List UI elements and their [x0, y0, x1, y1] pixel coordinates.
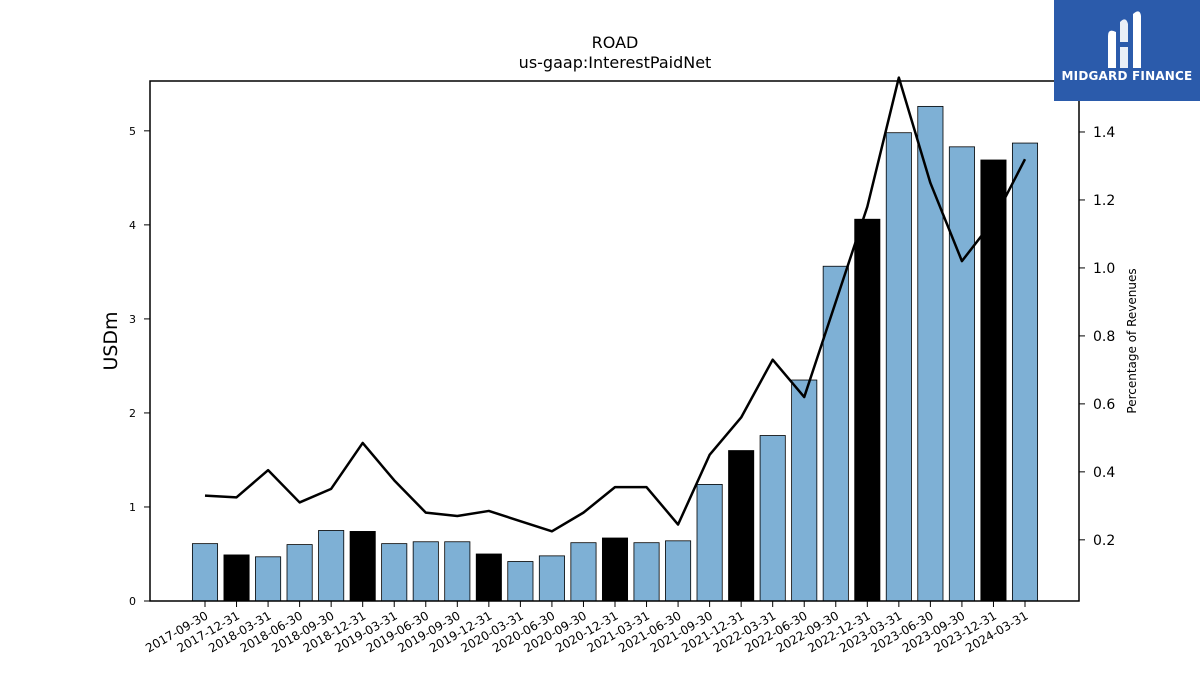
bar-2022-03-31: [759, 435, 786, 602]
y2-tick-label: 0.4: [1093, 465, 1115, 481]
bar-2019-03-31: [381, 543, 408, 602]
y-tick-label: 0: [129, 595, 136, 608]
midgard-logo-icon: [1108, 11, 1141, 68]
y-axis-label: USDm: [100, 311, 122, 370]
bar-2023-09-30: [948, 146, 975, 602]
bar-2020-03-31: [507, 561, 534, 602]
bar-2018-12-31: [349, 531, 376, 602]
ratio-line: [204, 76, 1027, 533]
y2-tick-label: 1.2: [1093, 193, 1115, 209]
midgard-finance-logo: MIDGARD FINANCE: [1054, 0, 1200, 101]
y-tick-label: 4: [129, 219, 136, 232]
bar-2020-09-30: [570, 542, 597, 602]
bar-2020-12-31: [601, 537, 629, 602]
y2-tick-label: 1.4: [1093, 125, 1115, 141]
bar-2019-09-30: [444, 541, 471, 602]
bar-2018-03-31: [255, 556, 282, 602]
y2-tick-label: 1.0: [1093, 261, 1115, 277]
x-axis: 2017-09-302017-12-312018-03-312018-06-30…: [143, 601, 1031, 655]
bar-2021-03-31: [633, 542, 660, 602]
bar-2017-12-31: [223, 554, 250, 602]
logo-text: MIDGARD FINANCE: [1061, 69, 1193, 83]
chart-subtitle: us-gaap:InterestPaidNet: [519, 53, 712, 72]
y2-tick-label: 0.8: [1093, 329, 1115, 345]
bar-series: [191, 105, 1039, 602]
chart-title: ROAD: [592, 33, 639, 52]
bar-2022-09-30: [822, 265, 849, 602]
bar-2021-09-30: [696, 483, 723, 602]
bar-2021-12-31: [728, 450, 755, 602]
y-axis-left: 0 1 2 3 4 5: [129, 125, 150, 608]
bar-2023-12-31: [980, 159, 1007, 602]
bar-2018-06-30: [286, 544, 313, 602]
bar-2017-09-30: [191, 543, 219, 602]
bar-2023-03-31: [885, 132, 912, 602]
bar-2021-06-30: [665, 540, 692, 602]
y-tick-label: 2: [129, 407, 136, 420]
bar-2019-12-31: [475, 553, 502, 602]
y-tick-label: 3: [129, 313, 136, 326]
y2-tick-label: 0.6: [1093, 397, 1115, 413]
y-tick-label: 5: [129, 125, 136, 138]
bar-2022-12-31: [854, 218, 881, 602]
y2-axis-label: Percentage of Revenues: [1125, 268, 1139, 413]
y-tick-label: 1: [129, 501, 136, 514]
y2-tick-label: 0.2: [1093, 533, 1115, 549]
bar-2019-06-30: [412, 541, 439, 602]
y-axis-right: 0.2 0.4 0.6 0.8 1.0 1.2 1.4: [1079, 125, 1115, 549]
bar-2024-03-31: [1011, 142, 1039, 602]
bar-2022-06-30: [791, 379, 818, 602]
bar-2020-06-30: [538, 555, 565, 602]
ratio-line-series: [204, 76, 1027, 533]
bar-2018-09-30: [318, 530, 345, 602]
bar-2023-06-30: [917, 105, 944, 602]
